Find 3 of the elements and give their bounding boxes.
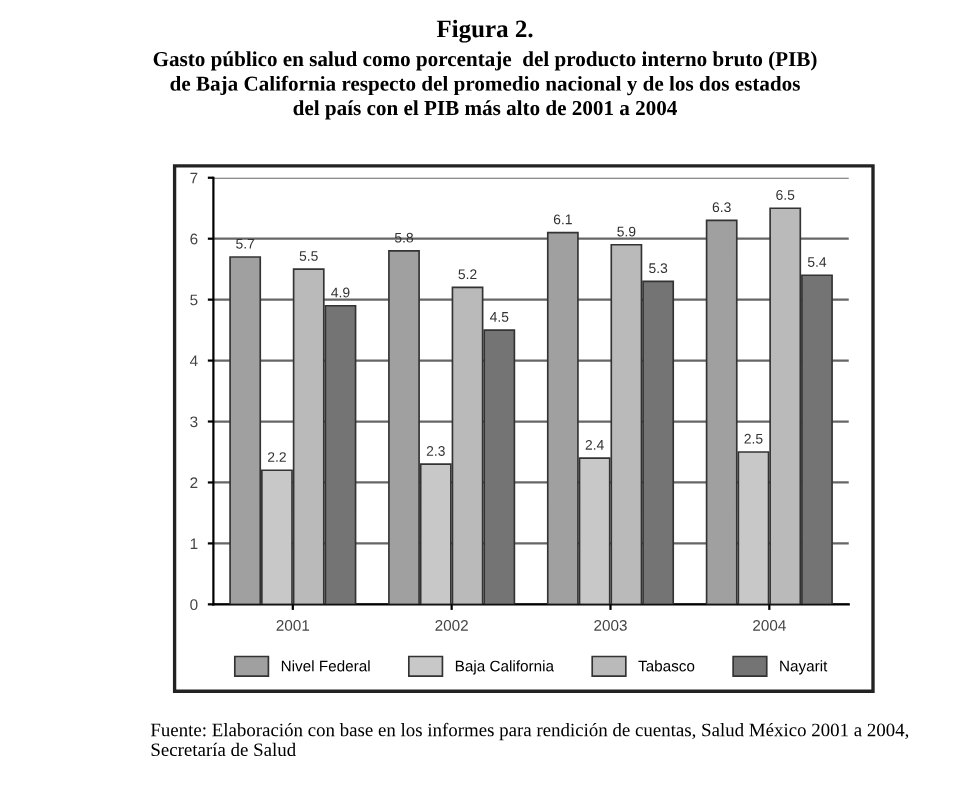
chart-subtitle: Gasto público en salud como porcentaje del producto interno bruto (PIB) de Baja California respecto del promedio nacional y de los dos estados del país con el PIB más alto de 2001 a 2004 — [153, 51, 817, 120]
chart-title: Figura 2. — [436, 19, 533, 43]
source-note: Fuente: Elaboración con base en los informes para rendición de cuentas, Salud México 2001 a 2004, Secretaría de Salud — [150, 722, 909, 757]
